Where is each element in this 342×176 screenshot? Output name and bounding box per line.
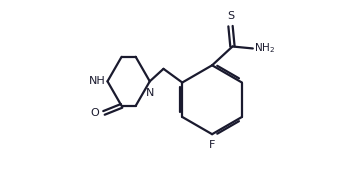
Text: S: S <box>227 11 234 21</box>
Text: NH$_2$: NH$_2$ <box>254 41 276 55</box>
Text: NH: NH <box>89 76 106 86</box>
Text: F: F <box>209 140 215 150</box>
Text: O: O <box>91 108 99 118</box>
Text: N: N <box>146 88 155 98</box>
